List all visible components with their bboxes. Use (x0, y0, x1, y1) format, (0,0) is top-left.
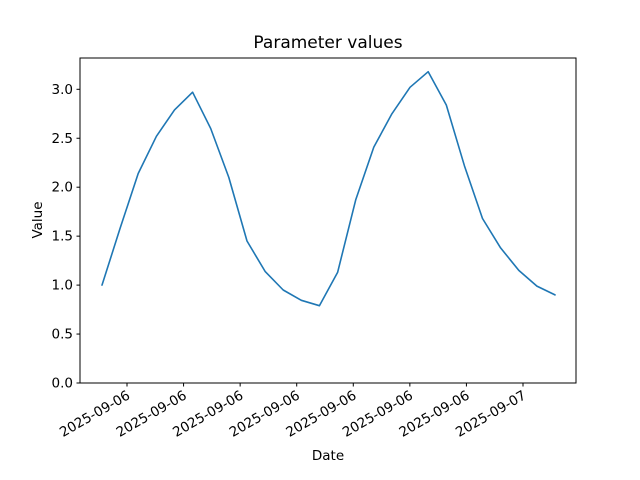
data-series-line (101, 70, 556, 307)
x-axis-label: Date (311, 448, 345, 464)
y-tick-label: 0.5 (52, 327, 73, 343)
chart-title: Parameter values (253, 33, 403, 53)
y-tick-label: 1.0 (52, 278, 73, 294)
y-tick-label: 3.0 (52, 82, 73, 98)
plot-border (79, 57, 577, 384)
y-tick-label: 1.5 (52, 229, 73, 245)
y-tick-label: 2.5 (52, 131, 73, 147)
y-tick-label: 2.0 (52, 180, 73, 196)
y-tick-label: 0.0 (52, 376, 73, 392)
y-axis-label: Value (30, 201, 46, 239)
